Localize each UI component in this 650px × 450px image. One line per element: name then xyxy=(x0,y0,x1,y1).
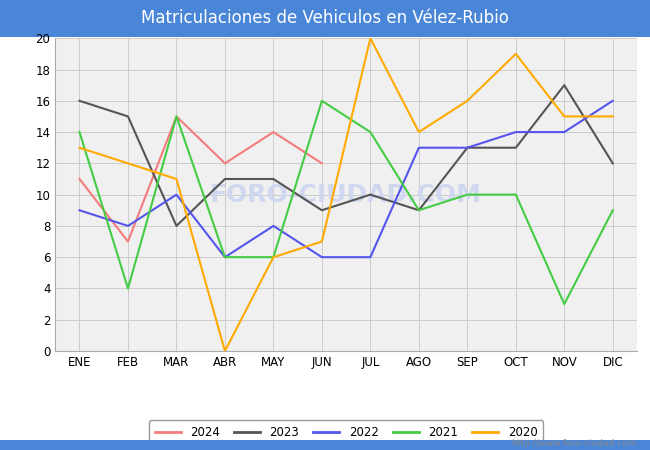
Legend: 2024, 2023, 2022, 2021, 2020: 2024, 2023, 2022, 2021, 2020 xyxy=(149,420,543,445)
Text: http://www.foro-ciudad.com: http://www.foro-ciudad.com xyxy=(512,439,637,448)
Text: FORO-CIUDAD.COM: FORO-CIUDAD.COM xyxy=(210,183,482,207)
Text: Matriculaciones de Vehiculos en Vélez-Rubio: Matriculaciones de Vehiculos en Vélez-Ru… xyxy=(141,9,509,27)
